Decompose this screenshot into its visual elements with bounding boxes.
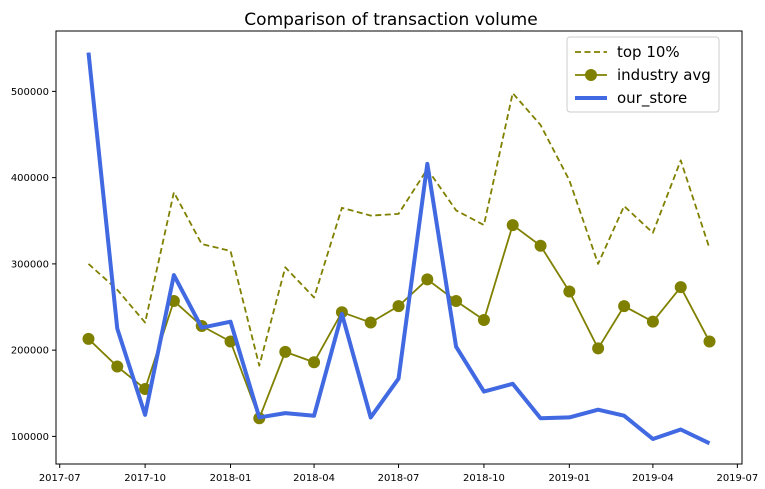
- y-tick-label: 100000: [11, 432, 49, 443]
- chart-title: Comparison of transaction volume: [244, 10, 537, 30]
- legend-box: [566, 36, 720, 113]
- data-point-industry-avg: [111, 360, 124, 373]
- y-tick-label: 200000: [11, 346, 49, 357]
- data-point-industry-avg: [592, 342, 605, 355]
- series-line-top-10: [87, 92, 711, 367]
- legend-label-industry-avg: industry avg: [617, 66, 711, 84]
- x-tick-label: 2018-04: [293, 473, 335, 484]
- data-point-industry-avg: [703, 335, 716, 348]
- legend-marker-industry-avg: [585, 69, 597, 81]
- legend-label-top-10: top 10%: [617, 43, 680, 61]
- data-point-industry-avg: [308, 356, 321, 369]
- series-line-our-store: [86, 52, 711, 446]
- y-tick-label: 500000: [11, 87, 49, 98]
- data-point-industry-avg: [450, 294, 463, 307]
- x-tick-label: 2018-07: [378, 473, 420, 484]
- data-point-industry-avg: [563, 285, 576, 298]
- x-tick-label: 2019-04: [632, 473, 674, 484]
- x-tick-label: 2018-01: [210, 473, 252, 484]
- data-point-industry-avg: [279, 345, 292, 358]
- data-point-industry-avg: [392, 300, 405, 313]
- x-tick-label: 2019-07: [716, 473, 758, 484]
- axes: 100000 200000 300000 400000 500000 2017-07 201…: [11, 30, 758, 484]
- data-point-industry-avg: [534, 239, 547, 252]
- data-point-industry-avg: [477, 313, 490, 326]
- x-tick-label: 2019-01: [548, 473, 590, 484]
- data-point-industry-avg: [646, 315, 659, 328]
- data-point-industry-avg: [506, 219, 519, 232]
- data-point-industry-avg: [364, 316, 377, 329]
- x-tick-label: 2018-10: [463, 473, 505, 484]
- legend: top 10% industry avg our_store: [566, 36, 720, 113]
- data-point-industry-avg: [674, 281, 687, 294]
- plot-marks: [82, 52, 716, 446]
- data-point-industry-avg: [82, 332, 95, 345]
- data-point-industry-avg: [421, 273, 434, 286]
- y-tick-label: 400000: [11, 173, 49, 184]
- y-tick-label: 300000: [11, 259, 49, 270]
- x-tick-label: 2017-10: [124, 473, 166, 484]
- series-line-industry-avg: [87, 224, 711, 420]
- x-tick-label: 2017-07: [39, 473, 81, 484]
- legend-label-our-store: our_store: [617, 89, 687, 108]
- data-point-industry-avg: [618, 300, 631, 313]
